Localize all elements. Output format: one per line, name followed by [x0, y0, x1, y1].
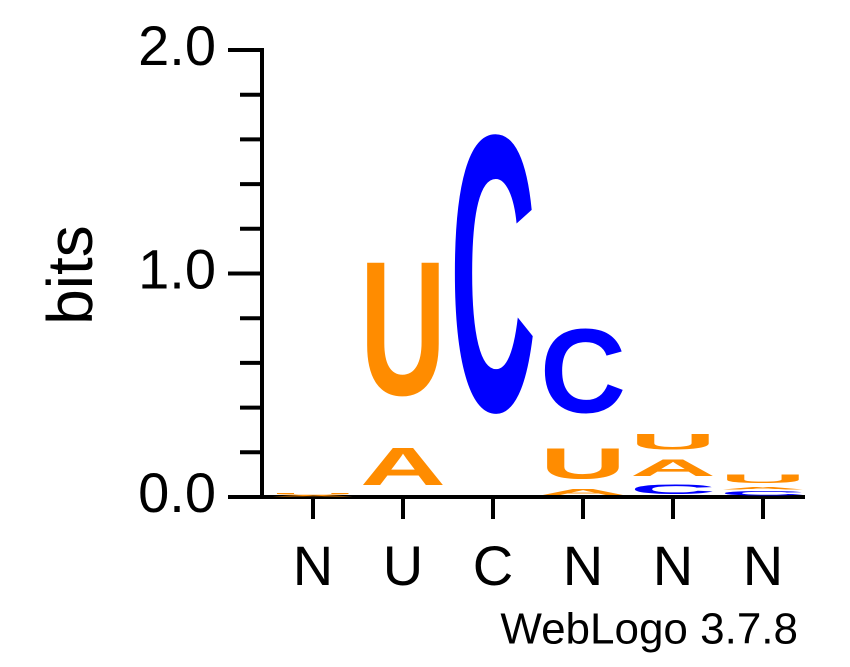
logo-letter: A — [360, 436, 446, 497]
logo-letter: C — [540, 305, 626, 438]
logo-letter: U — [270, 493, 356, 495]
logo-letter: U — [630, 430, 716, 455]
x-tick-label: N — [563, 534, 603, 597]
y-tick-label: 2.0 — [138, 14, 216, 77]
y-tick-label: 1.0 — [138, 237, 216, 300]
y-tick-label: 0.0 — [138, 461, 216, 524]
logo-letter: A — [270, 495, 356, 497]
logo-letter: A — [630, 455, 716, 482]
logo-letter: C — [720, 490, 806, 497]
y-axis-label: bits — [34, 225, 106, 325]
x-tick-label: N — [293, 534, 333, 597]
logo-letter: A — [540, 488, 626, 497]
x-tick-label: N — [743, 534, 783, 597]
logo-letter: C — [630, 481, 716, 497]
logo-letter: U — [360, 222, 446, 436]
x-tick-label: C — [473, 534, 513, 597]
x-tick-label: U — [383, 534, 423, 597]
logo-letter: U — [720, 472, 806, 485]
logo-letter: C — [450, 53, 536, 494]
logo-letter: U — [540, 439, 626, 488]
x-tick-label: N — [653, 534, 693, 597]
footer: WebLogo 3.7.8 — [500, 605, 798, 654]
logo-letter: A — [720, 486, 806, 490]
